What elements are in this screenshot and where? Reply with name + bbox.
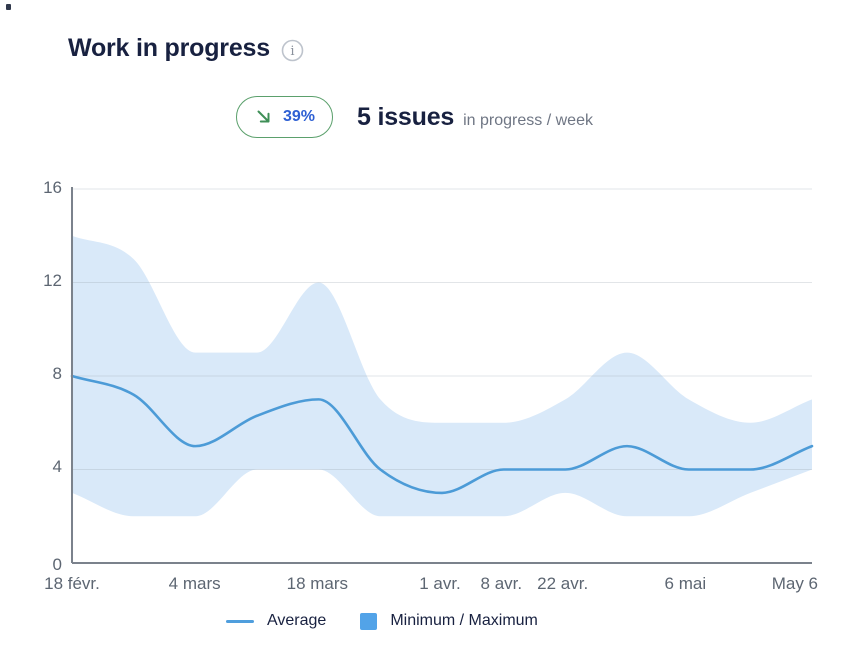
x-tick-label: May 6 (771, 574, 818, 593)
average-line (70, 374, 814, 495)
y-tick-label: 0 (52, 555, 62, 574)
x-tick-label: 18 févr. (44, 574, 100, 593)
trend-badge-value: 39% (283, 108, 316, 125)
x-tick-label: 22 avr. (537, 574, 589, 593)
legend-label-minmax: Minimum / Maximum (390, 612, 538, 629)
panel-header: Work in progress i (68, 34, 304, 63)
summary-row: 39% 5 issues in progress / week (236, 96, 593, 138)
info-icon[interactable]: i (281, 39, 304, 62)
x-tick-label: 4 mars (168, 574, 221, 593)
svg-text:i: i (290, 44, 294, 59)
headline-value: 5 issues (357, 102, 455, 131)
legend-label-average: Average (267, 612, 327, 629)
x-tick-label: 6 mai (664, 574, 707, 593)
headline: 5 issues in progress / week (357, 103, 593, 132)
x-tick-label: 8 avr. (480, 574, 523, 593)
trend-badge: 39% (236, 96, 334, 138)
x-tick-label: 1 avr. (419, 574, 461, 593)
chart-plot-area[interactable] (70, 186, 814, 565)
minmax-band-swatch (360, 612, 378, 630)
x-tick-label: 18 mars (286, 574, 349, 593)
y-tick-label: 8 (52, 364, 62, 383)
headline-unit: in progress / week (463, 111, 593, 129)
corner-artifact-dot (6, 4, 11, 10)
trend-down-right-arrow-icon (257, 110, 270, 123)
chart-legend: Average Minimum / Maximum (226, 608, 538, 634)
legend-item-average[interactable]: Average (226, 612, 326, 630)
average-line-swatch (226, 619, 254, 623)
page-title: Work in progress (68, 34, 270, 62)
y-tick-label: 4 (52, 457, 62, 476)
y-tick-label: 16 (43, 178, 62, 197)
legend-item-minmax[interactable]: Minimum / Maximum (360, 612, 538, 630)
y-tick-label: 12 (43, 271, 62, 290)
